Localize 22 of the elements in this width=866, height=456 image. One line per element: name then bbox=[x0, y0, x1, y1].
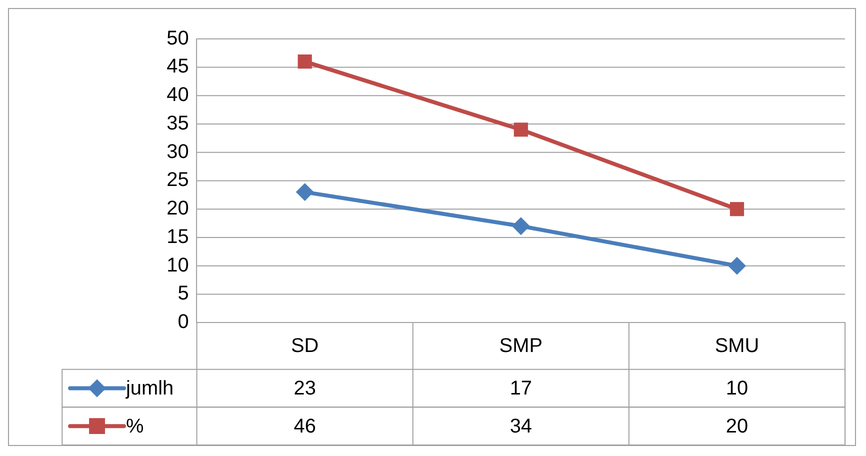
legend-label: jumlh bbox=[124, 378, 174, 400]
y-tick-label: 0 bbox=[178, 311, 189, 334]
legend-label: % bbox=[126, 416, 144, 438]
y-tick-label: 20 bbox=[166, 198, 189, 220]
y-tick-label: 45 bbox=[166, 56, 189, 78]
data-label: 23 bbox=[294, 378, 316, 400]
x-tick-label: SMP bbox=[499, 334, 543, 357]
y-tick-label: 50 bbox=[166, 27, 189, 50]
y-tick-label: 35 bbox=[166, 112, 189, 134]
data-label: 34 bbox=[510, 416, 532, 438]
y-tick-label: 30 bbox=[166, 140, 189, 163]
y-tick-label: 15 bbox=[166, 226, 189, 248]
y-tick-label: 40 bbox=[166, 84, 189, 106]
x-tick-label: SD bbox=[290, 334, 319, 357]
y-tick-label: 25 bbox=[166, 169, 189, 192]
y-tick-label: 5 bbox=[178, 282, 189, 305]
data-label: 46 bbox=[294, 416, 316, 438]
y-tick-label: 10 bbox=[166, 254, 189, 276]
data-label: 17 bbox=[510, 378, 532, 400]
data-label: 10 bbox=[726, 378, 748, 400]
data-label: 20 bbox=[726, 416, 748, 438]
x-tick-label: SMU bbox=[714, 334, 760, 357]
